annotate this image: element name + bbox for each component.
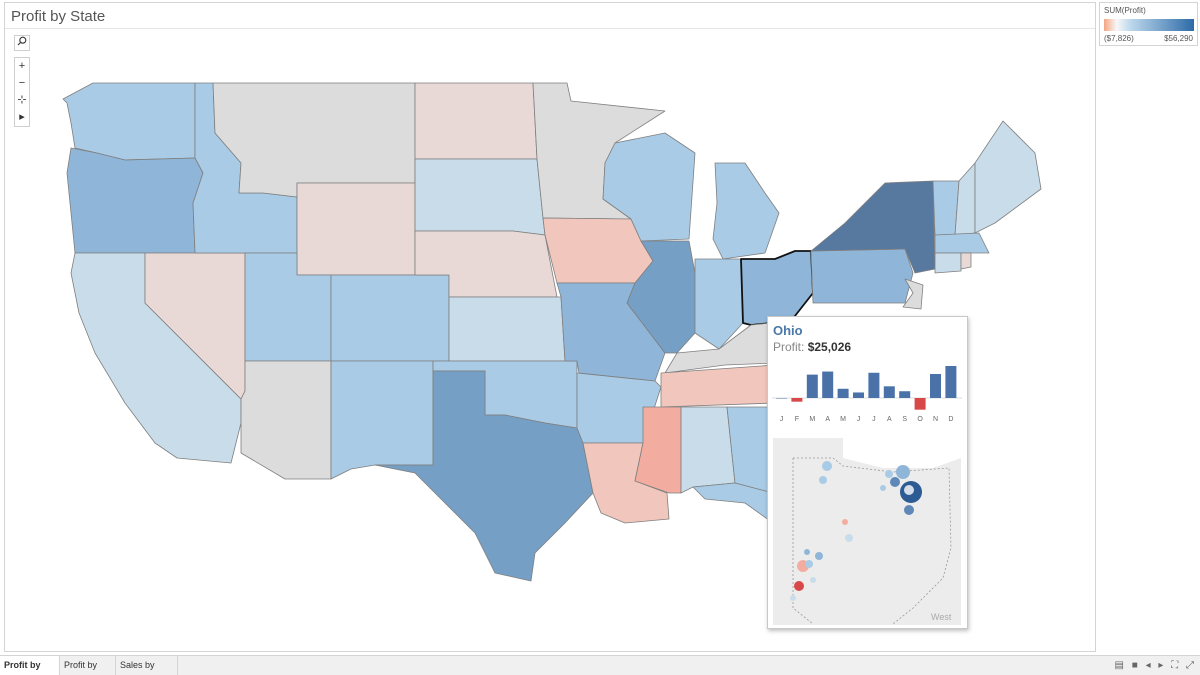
state-washington[interactable] [62,82,196,161]
magnifier-icon [17,36,27,46]
month-label: F [795,416,799,423]
state-pennsylvania[interactable] [810,248,914,304]
expand-button[interactable]: ▸ [19,111,25,123]
state-montana[interactable] [212,82,416,198]
month-label: J [857,416,861,423]
search-button[interactable] [14,35,30,51]
tab-profit-by-city[interactable]: Profit by City [60,656,116,675]
zoom-out-button[interactable]: − [18,77,26,89]
prev-sheet-icon[interactable]: ◂ [1145,660,1151,671]
month-bar[interactable] [930,374,941,398]
tooltip-profit-value: $25,026 [807,340,852,354]
state-tooltip: Ohio Profit: $25,026 J F M A M J J A S O N D [767,316,968,629]
legend-title: SUM(Profit) [1104,6,1146,15]
state-ohio[interactable] [740,250,814,326]
state-arizona[interactable] [240,360,332,480]
page-title: Profit by State [11,8,106,25]
month-label: J [780,416,784,423]
tab-sales-by-month[interactable]: Sales by Month [116,656,178,675]
color-legend: SUM(Profit) ($7,826) $56,290 [1099,2,1198,46]
sheet-tabs: Profit by State Profit by City Sales by … [0,655,1200,675]
month-bar[interactable] [883,386,895,398]
month-label: A [887,416,892,423]
legend-gradient[interactable] [1104,19,1194,31]
state-kansas[interactable] [448,296,566,362]
state-rhode-island[interactable] [960,252,972,270]
month-label: M [809,416,815,423]
state-indiana[interactable] [694,258,744,350]
fullscreen-icon[interactable]: ⤢ [1186,660,1194,671]
sheet-navigation: ▤ ■ ◂ ▸ ⛶ ⤢ [1110,656,1194,675]
state-new-york[interactable] [810,180,936,274]
minimap-west-label: West [931,612,952,622]
month-bar[interactable] [945,366,957,398]
month-bar[interactable] [853,392,864,398]
month-label: M [840,416,846,423]
ohio-city-minimap: West [773,438,961,625]
grid-view-icon[interactable]: ▤ [1114,660,1124,671]
state-colorado[interactable] [330,274,450,362]
zoom-in-button[interactable]: + [18,60,26,72]
tab-profit-by-state[interactable]: Profit by State [0,656,60,675]
month-label: N [933,416,938,423]
next-sheet-icon[interactable]: ▸ [1158,660,1164,671]
minimap-svg: West [773,438,961,625]
legend-min: ($7,826) [1104,34,1134,43]
state-new-hampshire[interactable] [954,162,976,236]
month-bar[interactable] [776,398,787,399]
pin-button[interactable]: ⊹ [17,94,27,106]
tooltip-profit: Profit: $25,026 [773,340,851,354]
square-view-icon[interactable]: ■ [1131,660,1138,671]
state-alabama[interactable] [680,406,736,494]
month-bar[interactable] [914,398,926,410]
month-label: O [917,416,923,423]
state-north-dakota[interactable] [414,82,538,160]
fit-screen-icon[interactable]: ⛶ [1171,660,1179,671]
state-new-mexico[interactable] [330,360,434,480]
month-bar[interactable] [837,388,849,398]
state-michigan[interactable] [712,162,780,260]
month-bar[interactable] [899,391,911,398]
month-label: S [902,416,907,423]
state-wyoming[interactable] [296,182,416,276]
month-label: D [948,416,953,423]
month-bar[interactable] [868,372,880,398]
state-new-jersey[interactable] [902,278,924,310]
tooltip-profit-label: Profit: [773,340,805,354]
state-maine[interactable] [974,120,1042,234]
state-connecticut[interactable] [934,252,962,274]
state-texas[interactable] [374,370,594,582]
title-bar: Profit by State [5,3,1095,29]
month-bar[interactable] [806,374,818,398]
state-illinois[interactable] [626,240,696,354]
month-label: A [825,416,830,423]
month-bar[interactable] [791,398,803,402]
month-label: J [872,416,876,423]
month-bar[interactable] [822,371,834,398]
legend-max: $56,290 [1164,34,1193,43]
state-vermont[interactable] [932,180,960,236]
state-oregon[interactable] [66,147,204,254]
state-south-dakota[interactable] [414,158,546,236]
state-massachusetts[interactable] [934,232,990,254]
tooltip-state-name: Ohio [773,323,803,338]
map-toolbar: + − ⊹ ▸ [14,57,30,127]
